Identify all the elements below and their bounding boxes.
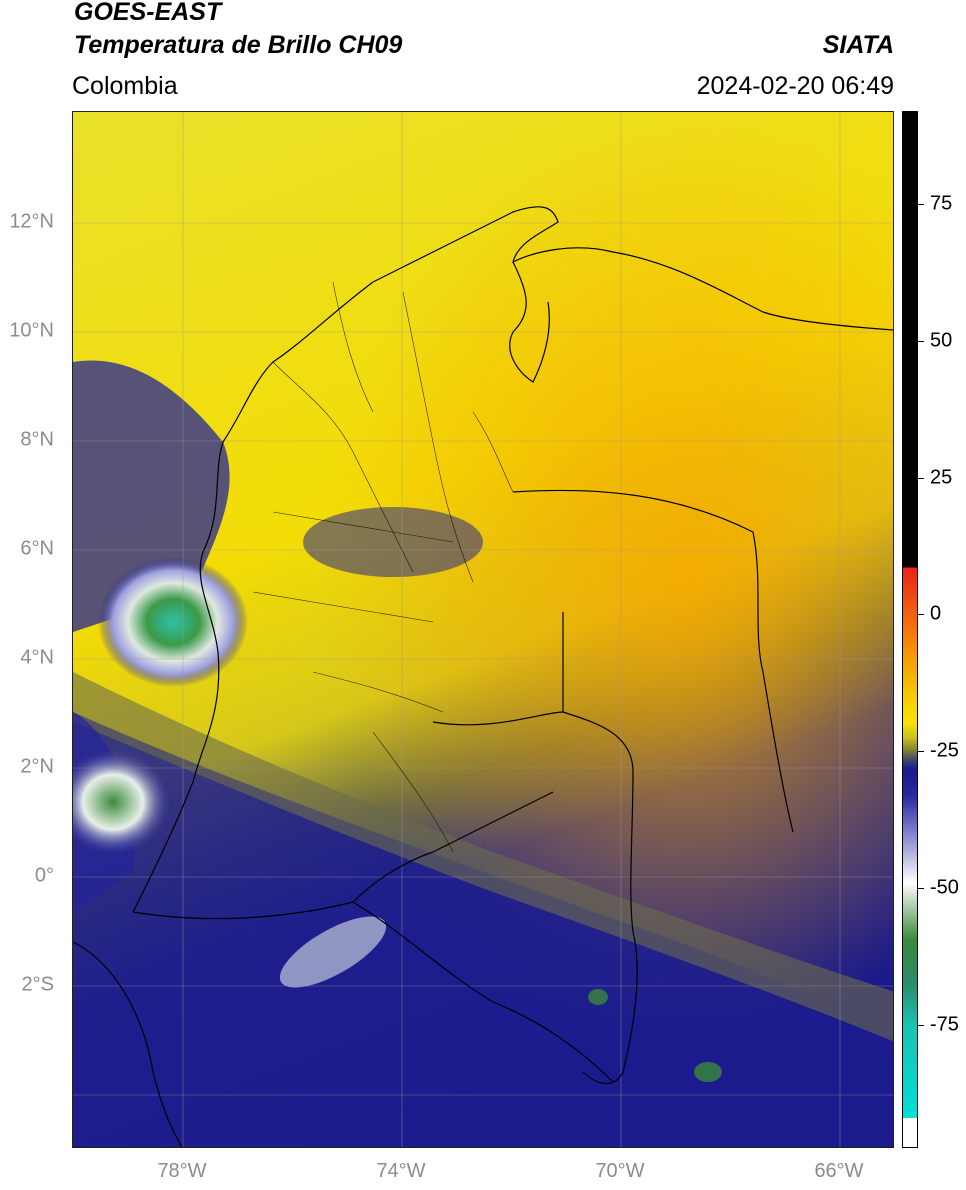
lat-label-2s: 2°S (21, 973, 54, 996)
colorbar (902, 111, 918, 1148)
lat-label-0: 0° (34, 864, 54, 887)
transition-band (73, 672, 893, 1042)
cloud-streak (279, 916, 387, 988)
colorbar-label-neg75: -75 (930, 1013, 959, 1036)
map-svg (73, 112, 893, 1147)
lon-label-74w: 74°W (376, 1160, 426, 1182)
convective-core-3 (694, 1062, 722, 1082)
datetime-label: 2024-02-20 06:49 (696, 72, 894, 100)
convective-core-4 (588, 989, 608, 1005)
colorbar-label-neg25: -25 (930, 739, 959, 762)
lon-label-66w: 66°W (814, 1160, 864, 1182)
lat-label-8n: 8°N (20, 428, 54, 451)
colorbar-tick-neg25 (918, 751, 924, 752)
colorbar-tick-0 (918, 614, 924, 615)
lat-label-4n: 4°N (20, 646, 54, 669)
lat-label-12n: 12°N (9, 210, 54, 233)
colorbar-label-50: 50 (930, 329, 953, 352)
colorbar-tick-neg50 (918, 888, 924, 889)
product-title: Temperatura de Brillo CH09 (74, 31, 403, 59)
lon-label-78w: 78°W (157, 1160, 207, 1182)
graticule (73, 112, 893, 1147)
satellite-title: GOES-EAST (74, 0, 222, 26)
lon-label-70w: 70°W (595, 1160, 645, 1182)
department-borders (252, 281, 514, 853)
lat-label-6n: 6°N (20, 537, 54, 560)
andes-cluster (303, 507, 483, 577)
colorbar-label-neg50: -50 (930, 876, 959, 899)
colorbar-tick-75 (918, 204, 924, 205)
colorbar-tick-50 (918, 341, 924, 342)
convective-core-1 (98, 557, 248, 687)
lat-label-2n: 2°N (20, 755, 54, 778)
cold-cloud-band (73, 712, 893, 1147)
colorbar-label-0: 0 (930, 602, 942, 625)
colorbar-tick-25 (918, 478, 924, 479)
colorbar-label-25: 25 (930, 466, 953, 489)
agency-label: SIATA (822, 31, 894, 59)
lat-label-10n: 10°N (9, 319, 54, 342)
convective-core-2 (73, 747, 173, 857)
colorbar-tick-neg75 (918, 1025, 924, 1026)
brightness-temperature-map (72, 111, 894, 1148)
colorbar-label-75: 75 (930, 192, 953, 215)
region-label: Colombia (72, 72, 178, 100)
